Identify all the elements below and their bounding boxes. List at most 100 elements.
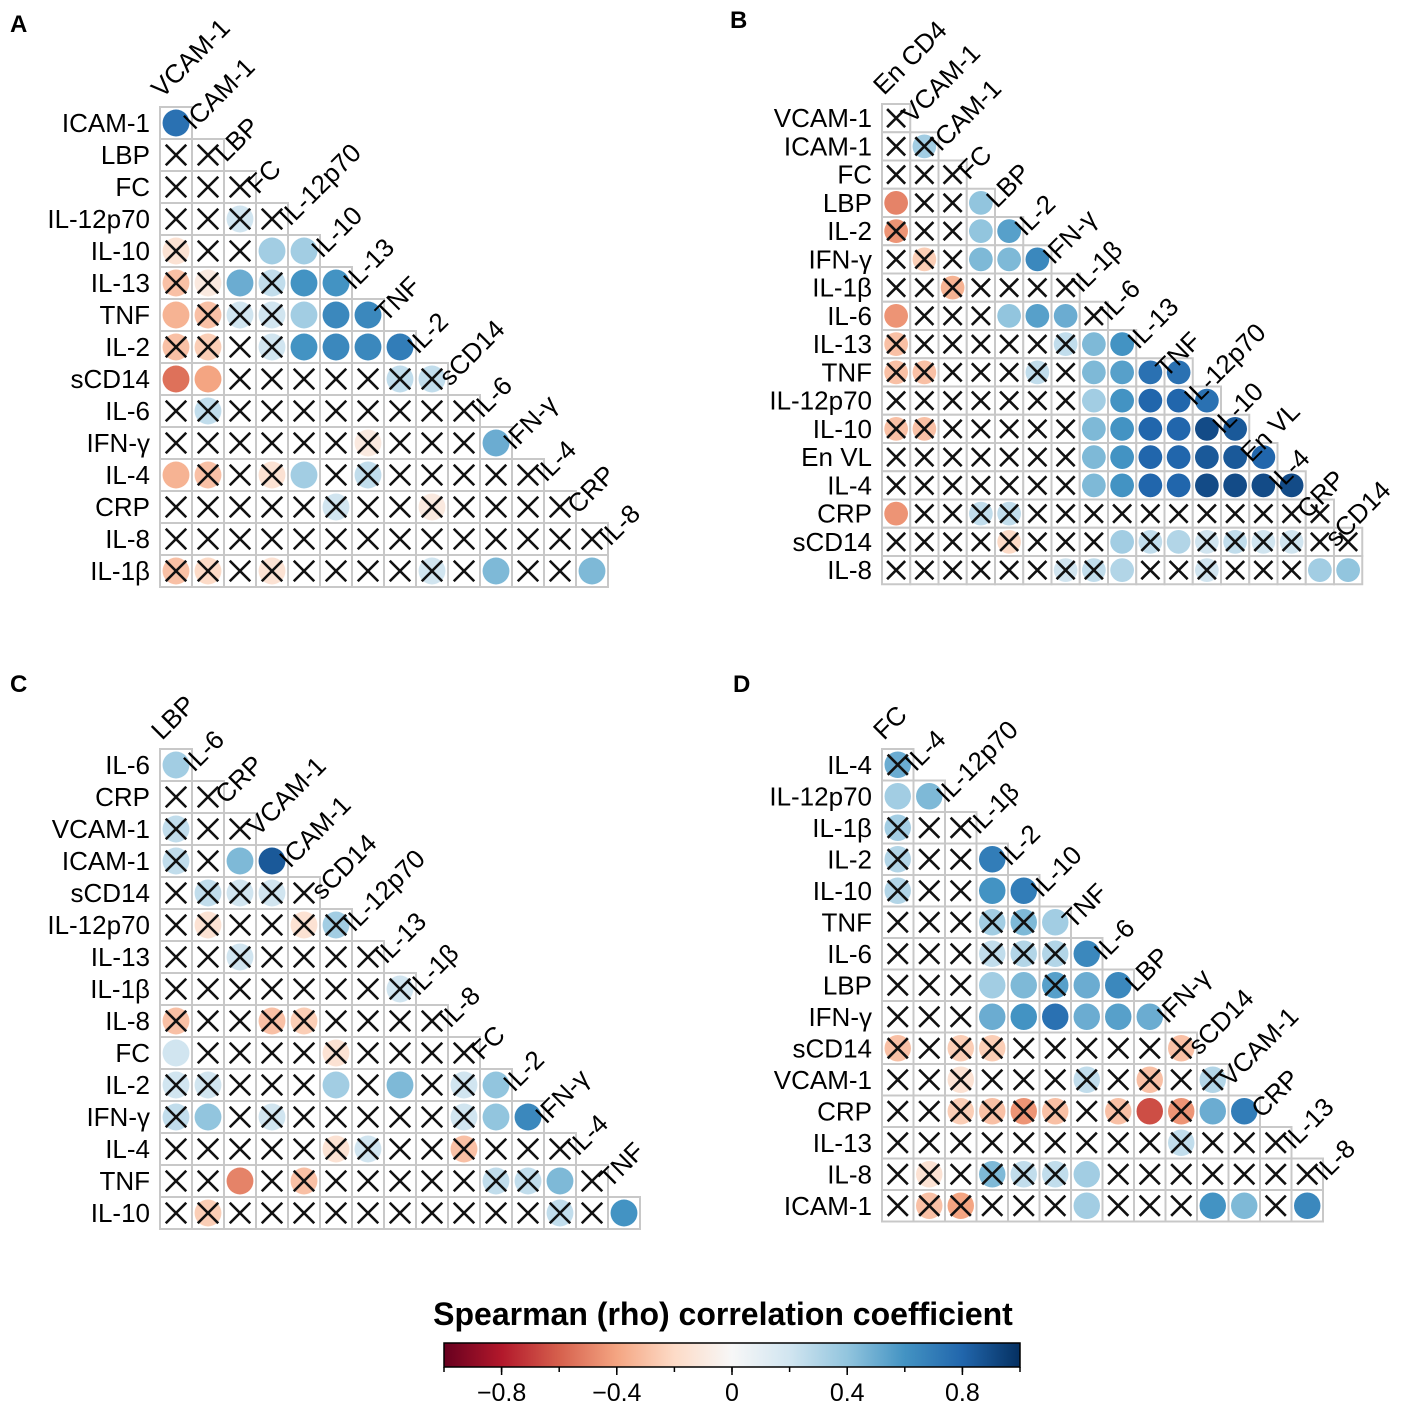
correlation-circle bbox=[354, 333, 382, 361]
nonsignificant-cross bbox=[452, 1041, 476, 1065]
nonsignificant-cross bbox=[942, 192, 963, 213]
heatmap-cell bbox=[1191, 413, 1222, 444]
nonsignificant-cross bbox=[1233, 1131, 1256, 1154]
heatmap-cell bbox=[965, 555, 996, 586]
heatmap-cell bbox=[1070, 1031, 1104, 1065]
correlation-circle bbox=[1251, 473, 1276, 498]
heatmap-cell bbox=[1107, 555, 1138, 586]
heatmap-cell bbox=[351, 1036, 385, 1070]
heatmap-cell bbox=[191, 394, 225, 428]
nonsignificant-cross bbox=[516, 559, 540, 583]
nonsignificant-cross bbox=[949, 1100, 972, 1123]
heatmap-cell bbox=[1078, 385, 1109, 416]
nonsignificant-cross bbox=[1281, 560, 1302, 581]
nonsignificant-cross bbox=[1138, 1163, 1161, 1186]
heatmap-cell bbox=[965, 272, 996, 303]
nonsignificant-cross bbox=[324, 945, 348, 969]
panel-b: BVCAM-1ICAM-1FCLBPIL-2IFN-γIL-1βIL-6IL-1… bbox=[730, 7, 1396, 586]
nonsignificant-cross bbox=[970, 305, 991, 326]
heatmap-cell bbox=[191, 972, 225, 1006]
nonsignificant-cross bbox=[164, 143, 188, 167]
nonsignificant-cross bbox=[1170, 1100, 1193, 1123]
heatmap-cell bbox=[881, 442, 912, 473]
heatmap-cell bbox=[223, 554, 257, 588]
nonsignificant-cross bbox=[324, 977, 348, 1001]
heatmap-cell bbox=[415, 1036, 449, 1070]
heatmap-cell bbox=[479, 1132, 513, 1166]
heatmap-cell bbox=[937, 300, 968, 331]
nonsignificant-cross bbox=[914, 334, 935, 355]
heatmap-cell bbox=[1164, 1189, 1198, 1223]
nonsignificant-cross bbox=[1309, 531, 1330, 552]
correlation-circle bbox=[1010, 972, 1037, 999]
nonsignificant-cross bbox=[1107, 1131, 1130, 1154]
nonsignificant-cross bbox=[164, 271, 188, 295]
correlation-circle bbox=[610, 1199, 638, 1227]
correlation-circle bbox=[1010, 1003, 1037, 1030]
correlation-circle bbox=[482, 1071, 510, 1099]
heatmap-cell bbox=[965, 413, 996, 444]
heatmap-cell bbox=[1290, 1189, 1324, 1223]
correlation-circle bbox=[1279, 473, 1304, 498]
heatmap-cell bbox=[415, 458, 449, 492]
heatmap-cell bbox=[1227, 1094, 1261, 1128]
heatmap-cell bbox=[351, 1068, 385, 1102]
nonsignificant-cross bbox=[452, 1105, 476, 1129]
heatmap-cell bbox=[909, 300, 940, 331]
nonsignificant-cross bbox=[196, 1169, 220, 1193]
heatmap-cell bbox=[383, 362, 417, 396]
heatmap-cell bbox=[1022, 244, 1053, 275]
heatmap-cell bbox=[1164, 1063, 1198, 1097]
heatmap-cell bbox=[912, 937, 946, 971]
heatmap-cell bbox=[1070, 1000, 1104, 1034]
nonsignificant-cross bbox=[228, 945, 252, 969]
heatmap-cell bbox=[965, 187, 996, 218]
row-label: IL-2 bbox=[105, 1070, 150, 1100]
heatmap-cell bbox=[881, 1000, 915, 1034]
heatmap-cell bbox=[159, 298, 193, 332]
heatmap-cell bbox=[511, 458, 545, 492]
nonsignificant-cross bbox=[886, 277, 907, 298]
nonsignificant-cross bbox=[228, 207, 252, 231]
nonsignificant-cross bbox=[196, 463, 220, 487]
nonsignificant-cross bbox=[356, 431, 380, 455]
nonsignificant-cross bbox=[1044, 1131, 1067, 1154]
nonsignificant-cross bbox=[196, 527, 220, 551]
nonsignificant-cross bbox=[164, 1169, 188, 1193]
heatmap-cell bbox=[159, 1164, 193, 1198]
nonsignificant-cross bbox=[886, 753, 909, 776]
row-label: VCAM-1 bbox=[774, 1065, 872, 1095]
heatmap-cell bbox=[1135, 385, 1166, 416]
nonsignificant-cross bbox=[196, 1201, 220, 1225]
heatmap-cell bbox=[1078, 329, 1109, 360]
heatmap-cell bbox=[1070, 1094, 1104, 1128]
heatmap-cell bbox=[415, 394, 449, 428]
nonsignificant-cross bbox=[420, 1169, 444, 1193]
nonsignificant-cross bbox=[292, 399, 316, 423]
nonsignificant-cross bbox=[999, 334, 1020, 355]
nonsignificant-cross bbox=[886, 1005, 909, 1028]
heatmap-cell bbox=[909, 131, 940, 162]
heatmap-cell bbox=[287, 1132, 321, 1166]
heatmap-cell bbox=[1135, 498, 1166, 529]
nonsignificant-cross bbox=[292, 1009, 316, 1033]
correlation-circle bbox=[979, 877, 1006, 904]
heatmap-cell bbox=[191, 330, 225, 364]
correlation-circle bbox=[1251, 445, 1276, 469]
heatmap-cell bbox=[994, 526, 1025, 557]
panel-a: A ICAM-1LBPFCIL-12p70IL-10IL-13TNFIL-2sCD… bbox=[10, 11, 646, 588]
heatmap-cell bbox=[319, 1004, 353, 1038]
heatmap-cell bbox=[223, 1036, 257, 1070]
nonsignificant-cross bbox=[970, 475, 991, 496]
nonsignificant-cross bbox=[949, 1194, 972, 1217]
heatmap-cell bbox=[912, 1126, 946, 1160]
correlation-circle bbox=[482, 1103, 510, 1131]
row-label: IL-1β bbox=[90, 556, 150, 586]
heatmap-cell bbox=[1050, 498, 1081, 529]
heatmap-cell bbox=[937, 357, 968, 388]
colorbar-legend: Spearman (rho) correlation coefficient −0… bbox=[433, 1296, 1021, 1403]
nonsignificant-cross bbox=[886, 879, 909, 902]
nonsignificant-cross bbox=[942, 390, 963, 411]
nonsignificant-cross bbox=[196, 175, 220, 199]
